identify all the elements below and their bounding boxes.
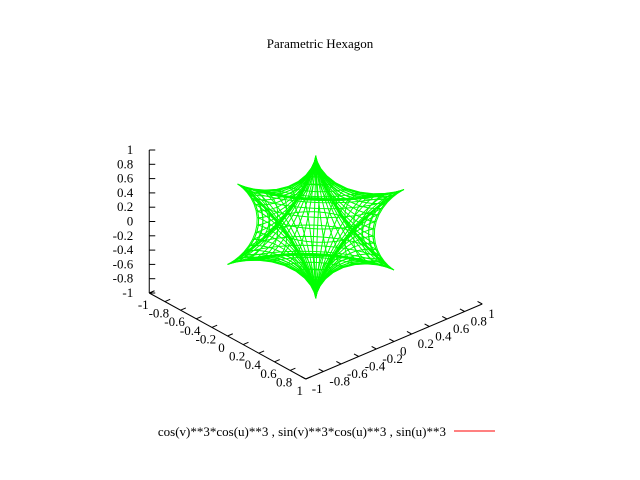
z-tick-label: -1: [122, 285, 133, 300]
z-tick-label: -0.2: [113, 228, 134, 243]
surface-v-line: [315, 155, 376, 299]
y-tick-label: -1: [312, 381, 323, 396]
y-tick: [353, 353, 359, 357]
x-tick-label: -0.4: [180, 323, 201, 338]
y-tick-label: 1: [488, 306, 495, 321]
chart-title: Parametric Hexagon: [267, 36, 374, 51]
y-tick-label: 0.4: [435, 329, 452, 344]
y-tick: [477, 300, 483, 305]
x-tick-label: -0.2: [196, 331, 217, 346]
surface-v-line: [315, 155, 394, 299]
y-tick-label: -0.6: [347, 366, 368, 381]
y-tick-label: -0.4: [365, 359, 386, 374]
x-tick-label: -0.8: [149, 306, 170, 321]
y-tick: [459, 308, 465, 312]
x-tick: [242, 341, 249, 346]
y-tick: [336, 360, 342, 365]
x-tick-label: 0.4: [245, 357, 262, 372]
z-tick-label: 0: [127, 214, 134, 229]
y-tick: [406, 330, 412, 335]
surface-v-line: [315, 155, 320, 299]
z-tick-label: 0.6: [117, 171, 134, 186]
y-tick: [442, 315, 448, 320]
x-tick-label: 0.8: [276, 374, 292, 389]
z-tick-label: 1: [127, 142, 134, 157]
surface-v-line: [245, 155, 317, 299]
surface-v-line: [315, 155, 328, 299]
y-tick-label: -0.8: [329, 374, 350, 389]
y-tick-label: 0.8: [471, 314, 487, 329]
x-tick: [180, 307, 187, 311]
z-tick-label: -0.6: [113, 256, 134, 271]
x-tick: [274, 359, 280, 363]
y-tick-label: 0.6: [453, 321, 470, 336]
surface-v-line: [296, 155, 317, 299]
y-tick: [300, 375, 306, 380]
surface-v-line: [315, 155, 343, 299]
x-tick: [196, 316, 202, 320]
surface-v-line: [237, 155, 317, 299]
x-tick-label: 0.2: [229, 349, 245, 364]
x-tick-label: 0: [218, 340, 225, 355]
x-tick: [227, 333, 233, 337]
surface-v-line: [281, 155, 317, 299]
surface-v-line: [267, 155, 317, 299]
y-tick: [318, 368, 324, 372]
surface-v-line: [311, 155, 317, 299]
surface-v-line: [255, 155, 317, 299]
x-tick-label: 1: [297, 383, 304, 398]
y-tick-label: 0: [400, 344, 407, 359]
y-tick: [424, 323, 430, 327]
x-tick-label: 0.6: [260, 366, 277, 381]
y-tick: [371, 345, 377, 350]
z-tick-label: 0.2: [117, 199, 133, 214]
y-tick-label: 0.2: [418, 336, 434, 351]
surface-v-line: [231, 155, 317, 299]
y-tick: [389, 338, 395, 342]
z-tick-label: 0.4: [117, 185, 134, 200]
x-tick: [305, 376, 312, 380]
x-tick: [211, 324, 218, 328]
legend: cos(v)**3*cos(u)**3 , sin(v)**3*cos(u)**…: [158, 424, 495, 439]
z-tick-label: 0.8: [117, 156, 133, 171]
x-tick: [164, 298, 171, 303]
surface-mesh: [227, 155, 405, 299]
x-tick: [289, 367, 296, 371]
z-tick-label: -0.8: [113, 271, 134, 286]
plot-axes: 10.80.60.40.20-0.2-0.4-0.6-0.8-1-1-0.8-0…: [113, 142, 495, 398]
x-tick: [149, 290, 155, 294]
x-tick-label: -1: [138, 297, 149, 312]
surface-v-line: [315, 155, 387, 299]
x-tick-label: -0.6: [164, 314, 185, 329]
z-tick-label: -0.4: [113, 242, 134, 257]
x-tick: [258, 350, 265, 354]
y-tick-label: -0.2: [382, 351, 403, 366]
legend-label: cos(v)**3*cos(u)**3 , sin(v)**3*cos(u)**…: [158, 424, 446, 439]
